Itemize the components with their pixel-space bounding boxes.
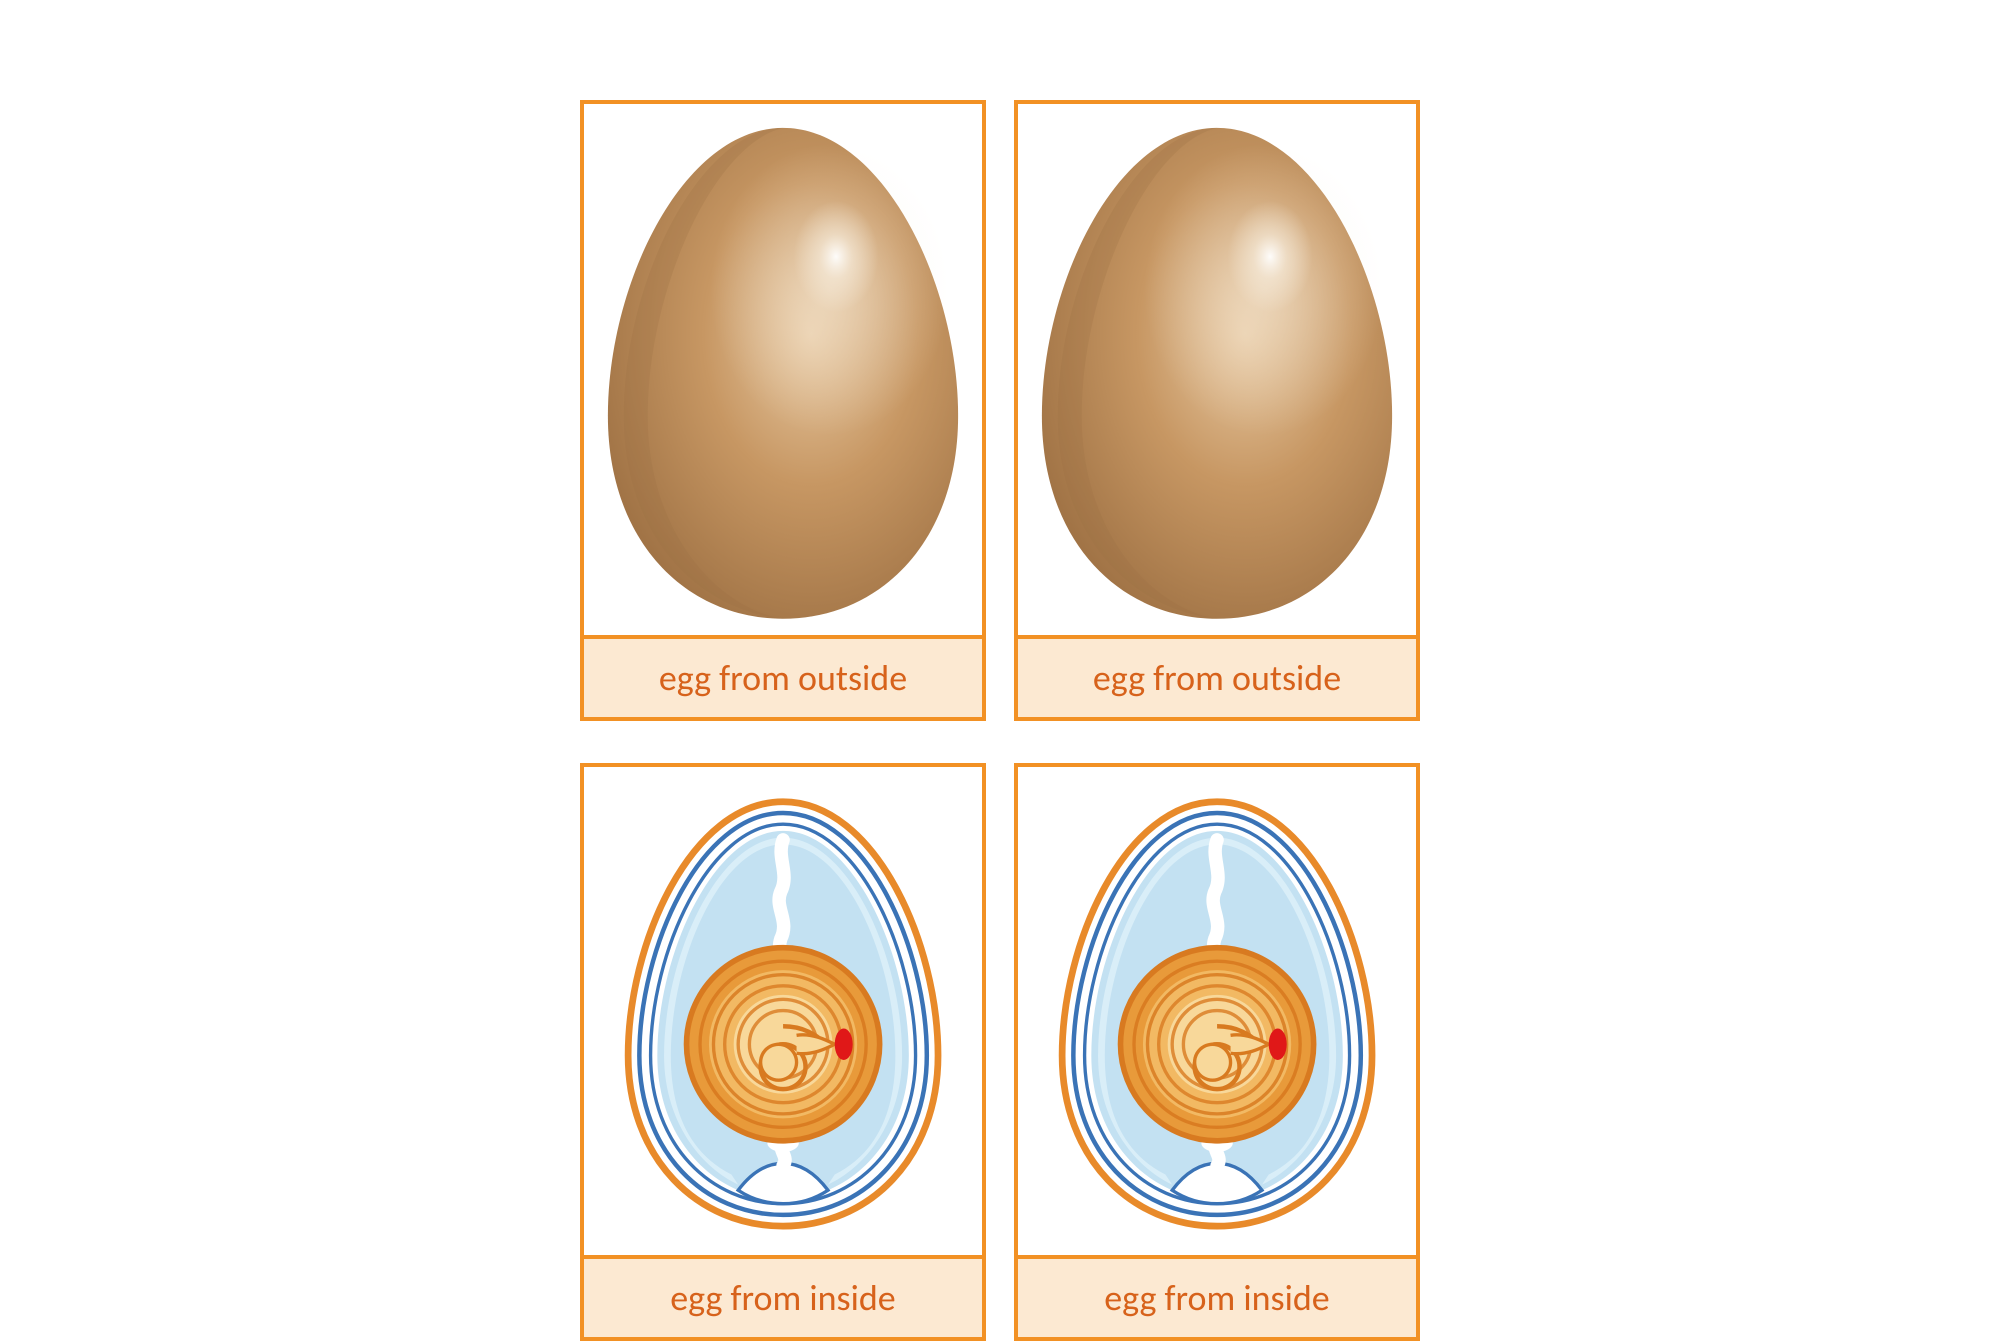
card-egg-inside: egg from inside — [1014, 763, 1420, 1341]
card-egg-inside: egg from inside — [580, 763, 986, 1341]
card-egg-outside: egg from outside — [580, 100, 986, 721]
card-image — [584, 767, 982, 1255]
egg-inside-icon — [1034, 786, 1400, 1235]
egg-inside-icon — [600, 786, 966, 1235]
card-image — [584, 104, 982, 635]
egg-outside-icon — [584, 104, 982, 635]
card-image — [1018, 767, 1416, 1255]
egg-outside-icon — [1018, 104, 1416, 635]
card-label: egg from inside — [1018, 1255, 1416, 1337]
card-egg-outside: egg from outside — [1014, 100, 1420, 721]
card-label: egg from inside — [584, 1255, 982, 1337]
card-image — [1018, 104, 1416, 635]
card-label-text: egg from outside — [659, 656, 907, 700]
card-label-text: egg from inside — [1104, 1276, 1329, 1320]
card-label: egg from outside — [584, 635, 982, 717]
card-label-text: egg from outside — [1093, 656, 1341, 700]
card-label: egg from outside — [1018, 635, 1416, 717]
card-grid: egg from outside egg from outside egg fr… — [580, 100, 1420, 1230]
card-label-text: egg from inside — [670, 1276, 895, 1320]
